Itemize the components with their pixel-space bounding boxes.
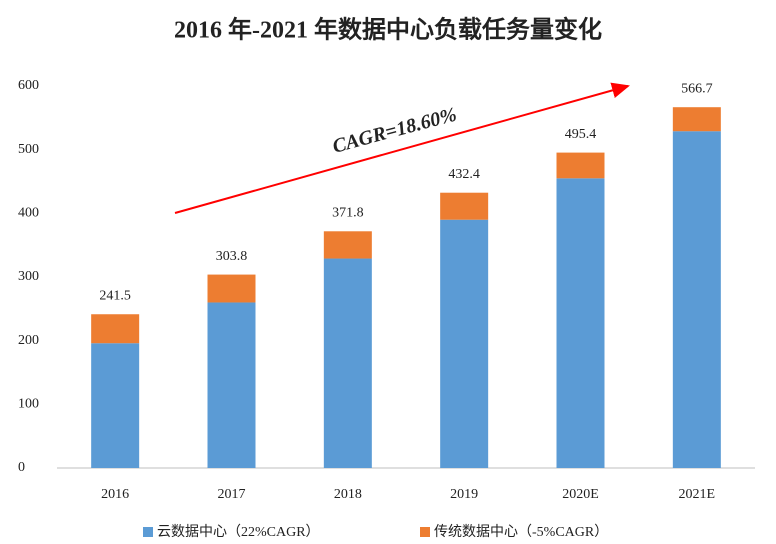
bar-segment — [207, 274, 256, 303]
bar-segment — [91, 314, 140, 344]
x-tick-label: 2017 — [218, 487, 246, 502]
total-label: 566.7 — [681, 81, 713, 96]
bar-segment — [440, 192, 489, 220]
x-tick-label: 2019 — [450, 487, 478, 502]
bar-segment — [91, 343, 140, 468]
bar-segment — [556, 152, 605, 179]
bar-segment — [672, 131, 721, 468]
total-label: 371.8 — [332, 206, 364, 221]
total-label: 432.4 — [448, 167, 480, 182]
bar-segment — [323, 258, 372, 468]
bar-segment — [556, 178, 605, 469]
bar-segment — [440, 219, 489, 468]
legend-label: 传统数据中心（-5%CAGR） — [434, 524, 608, 540]
y-tick-label: 100 — [18, 397, 39, 412]
annotation: CAGR=18.60% — [330, 104, 459, 158]
y-tick-label: 400 — [18, 206, 39, 221]
bar-segment — [672, 107, 721, 132]
x-tick-label: 2021E — [679, 487, 716, 502]
legend-swatch — [420, 527, 430, 537]
total-label: 303.8 — [216, 249, 248, 264]
y-tick-label: 200 — [18, 333, 39, 348]
y-tick-label: 0 — [18, 460, 25, 475]
bar-segment — [323, 231, 372, 259]
chart-title: 2016 年-2021 年数据中心负载任务量变化 — [174, 16, 602, 44]
total-label: 495.4 — [565, 127, 597, 142]
bar-segment — [207, 302, 256, 468]
legend-label: 云数据中心（22%CAGR） — [157, 524, 320, 540]
y-tick-label: 600 — [18, 78, 39, 93]
total-label: 241.5 — [99, 288, 131, 303]
x-tick-label: 2020E — [562, 487, 599, 502]
x-tick-label: 2018 — [334, 487, 362, 502]
y-tick-label: 500 — [18, 142, 39, 157]
legend-swatch — [143, 527, 153, 537]
x-tick-label: 2016 — [101, 487, 129, 502]
y-tick-label: 300 — [18, 269, 39, 284]
trend-arrow — [174, 82, 630, 214]
